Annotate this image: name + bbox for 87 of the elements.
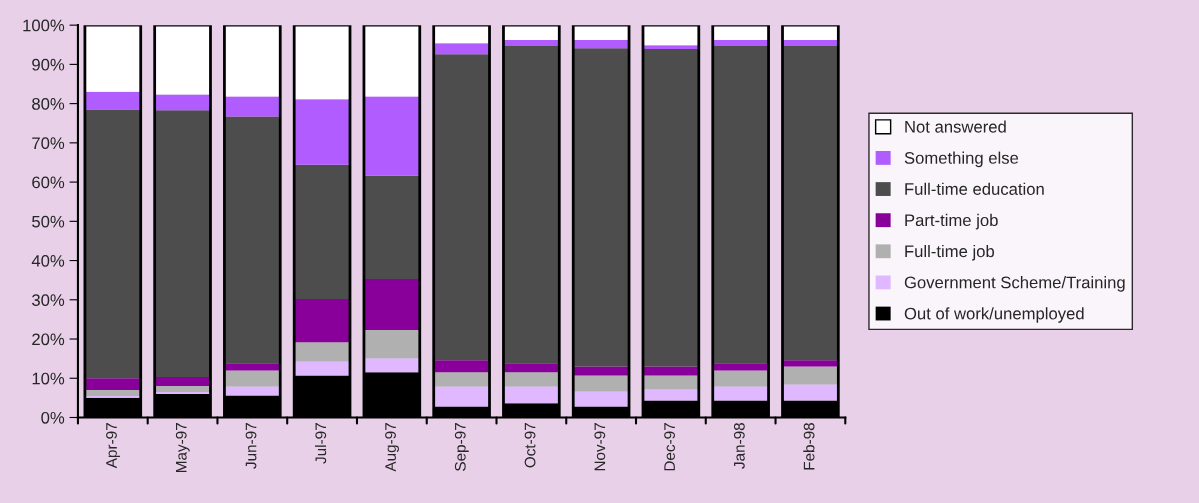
bar — [154, 110, 211, 378]
bar — [224, 116, 281, 364]
legend-label: Part-time job — [905, 213, 998, 230]
bar — [712, 386, 769, 401]
x-tick-label: Jun-97 — [245, 423, 257, 469]
bar — [642, 45, 699, 50]
bar — [503, 386, 560, 404]
x-tick-label: Jul-97 — [314, 423, 327, 464]
legend-label: Something else — [904, 151, 1019, 168]
x-tick-label: Jan-98 — [733, 423, 745, 469]
bar — [363, 358, 420, 373]
y-tick-label: 10% — [32, 372, 65, 385]
bar — [154, 25, 211, 95]
y-tick-label: 30% — [32, 294, 65, 306]
bar — [294, 342, 350, 362]
bar — [363, 278, 420, 330]
bar — [294, 299, 350, 343]
legend-label: Full-time education — [905, 182, 1044, 195]
bar — [433, 372, 490, 387]
bar — [782, 384, 839, 401]
y-tick-label: 50% — [32, 215, 65, 228]
bar — [503, 45, 560, 364]
bar — [433, 54, 490, 361]
bar — [294, 164, 350, 299]
bar — [503, 372, 560, 387]
bar — [782, 40, 839, 46]
bar — [363, 25, 420, 97]
bar — [573, 375, 630, 392]
bar — [154, 386, 211, 392]
bar — [642, 375, 699, 390]
y-tick-label: 20% — [32, 333, 65, 346]
bar — [84, 25, 141, 92]
y-tick-label: 90% — [32, 58, 65, 71]
legend-label: Not answered — [905, 120, 1006, 133]
bar — [294, 361, 350, 376]
bar — [224, 386, 281, 396]
bar — [154, 377, 211, 387]
bar — [782, 360, 839, 367]
x-tick-label: Feb-98 — [803, 423, 815, 470]
bar — [84, 109, 141, 379]
bar — [224, 370, 281, 387]
bar — [363, 96, 420, 176]
x-tick-label: Sep-97 — [454, 423, 469, 471]
bar — [712, 45, 769, 364]
bar — [503, 40, 560, 46]
bar — [503, 363, 560, 373]
bar — [294, 25, 350, 100]
bar — [84, 390, 141, 396]
x-tick-label: Dec-97 — [664, 423, 675, 471]
bar — [84, 91, 141, 110]
x-tick-label: Oct-97 — [524, 423, 536, 468]
bar — [642, 49, 699, 367]
bar — [154, 94, 211, 111]
bar — [712, 363, 769, 371]
bar — [433, 43, 490, 55]
y-tick-label: 100% — [23, 19, 65, 32]
x-tick-label: Nov-97 — [594, 423, 606, 471]
bar — [363, 175, 420, 279]
bar — [433, 386, 490, 407]
legend-label: Out of work/unemployed — [904, 307, 1084, 323]
y-tick-label: 60% — [32, 176, 65, 189]
bar — [363, 330, 420, 359]
bar — [712, 40, 769, 46]
y-tick-label: 0% — [41, 411, 65, 424]
bar — [433, 360, 490, 373]
y-tick-label: 70% — [32, 137, 65, 150]
bar — [573, 391, 630, 407]
bar — [573, 366, 630, 376]
bar — [712, 370, 769, 387]
y-tick-label: 40% — [31, 254, 65, 267]
bar — [642, 389, 699, 401]
bar — [224, 25, 281, 97]
legend-label: Government Scheme/Training — [904, 276, 1125, 292]
legend-label: Full-time job — [905, 244, 995, 261]
bar — [224, 363, 281, 371]
bar — [782, 366, 839, 385]
x-tick-label: May-97 — [175, 423, 190, 473]
y-tick-label: 80% — [32, 98, 65, 110]
bar — [84, 378, 141, 391]
x-tick-label: Aug-97 — [385, 423, 399, 472]
bar — [573, 48, 630, 367]
bar — [642, 366, 699, 376]
bar — [224, 96, 281, 117]
bar — [294, 99, 350, 165]
bar — [573, 40, 630, 49]
x-tick-label: Apr-97 — [106, 423, 120, 469]
bar — [782, 45, 839, 361]
